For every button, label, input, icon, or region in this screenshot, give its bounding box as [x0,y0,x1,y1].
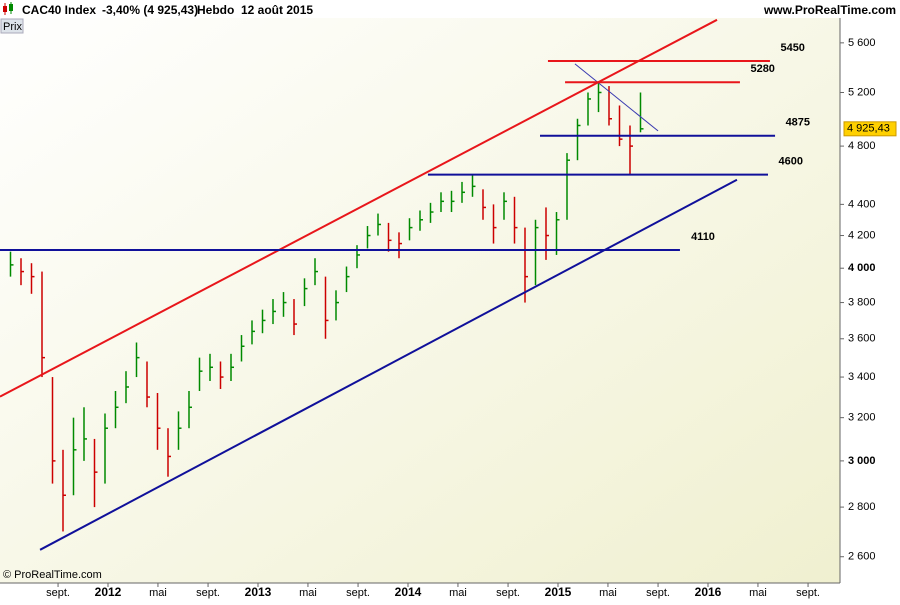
x-tick-label: 2012 [95,585,122,599]
x-tick-label: sept. [346,587,370,599]
x-tick-label: sept. [46,587,70,599]
level-label: 4110 [691,231,715,243]
trend-line [39,178,738,551]
period: Hebdo [197,3,234,17]
x-tick-label: sept. [796,587,820,599]
copyright: © ProRealTime.com [3,569,102,581]
trend-line [574,63,659,132]
y-tick-label: 2 800 [848,501,876,513]
x-tick-label: mai [299,587,317,599]
level-label: 5280 [750,63,774,75]
level-label: 5450 [780,42,804,54]
y-tick-label: 3 600 [848,333,876,345]
x-tick-label: mai [599,587,617,599]
y-tick-label: 3 000 [848,455,876,467]
x-tick-label: mai [449,587,467,599]
last-price-tag [843,121,897,137]
x-tick-label: 2015 [545,585,572,599]
axis-background [0,583,840,600]
level-label: 4600 [779,156,803,168]
date: 12 août 2015 [241,3,313,17]
site: www.ProRealTime.com [763,3,896,17]
header-bar [0,0,900,18]
x-tick-label: sept. [196,587,220,599]
y-tick-label: 5 600 [848,37,876,49]
x-tick-label: sept. [496,587,520,599]
y-tick-label: 3 400 [848,371,876,383]
y-tick-label: 3 800 [848,296,876,308]
y-tick-label: 2 600 [848,551,876,563]
level-label: 4875 [786,117,810,129]
y-tick-label: 5 200 [848,86,876,98]
y-tick-label: 4 400 [848,198,876,210]
y-tick-label: 4 000 [848,262,876,274]
instrument: CAC40 Index [22,3,96,17]
panel-label-box [0,18,24,34]
panel-label: Prix [3,21,22,33]
logo-icon [3,2,13,15]
x-tick-label: 2014 [395,585,422,599]
icon-part [9,4,13,11]
x-tick-label: mai [149,587,167,599]
change: -3,40% (4 925,43) [102,3,198,17]
y-tick-label: 4 200 [848,229,876,241]
icon-part [3,6,7,12]
x-tick-label: 2013 [245,585,272,599]
axis-background [840,0,900,600]
x-tick-label: mai [749,587,767,599]
last-price-label: 4 925,43 [847,123,890,135]
y-tick-label: 4 800 [848,140,876,152]
x-tick-label: sept. [646,587,670,599]
plot-background [0,0,840,583]
y-tick-label: 3 200 [848,412,876,424]
marks: 5450 5280 4875 4600 4110 [0,18,810,551]
x-tick-label: 2016 [695,585,722,599]
